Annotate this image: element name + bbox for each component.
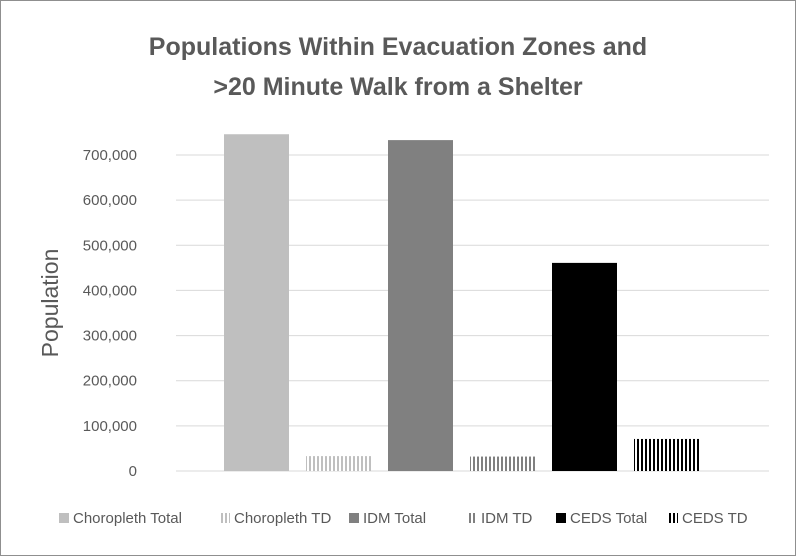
chart-title-line-1: Populations Within Evacuation Zones and bbox=[149, 33, 647, 61]
legend-swatch bbox=[220, 513, 230, 523]
bar-ceds-total bbox=[552, 262, 617, 471]
legend-label: Choropleth TD bbox=[234, 510, 331, 527]
bars bbox=[224, 134, 699, 472]
y-tick-labels: 0 100,000 200,000 300,000 400,000 500,000 600,… bbox=[83, 147, 137, 480]
bar-idm-total bbox=[388, 140, 453, 472]
bar-idm-td bbox=[470, 456, 535, 471]
y-tick-label: 700,000 bbox=[83, 147, 137, 164]
bar-choropleth-td bbox=[306, 456, 371, 471]
y-tick-label: 100,000 bbox=[83, 418, 137, 435]
legend-swatch bbox=[59, 513, 69, 523]
chart-title: Populations Within Evacuation Zones and … bbox=[149, 33, 647, 101]
y-tick-label: 600,000 bbox=[83, 192, 137, 209]
chart-title-line-2: >20 Minute Walk from a Shelter bbox=[213, 73, 583, 101]
legend-label: CEDS TD bbox=[682, 510, 748, 527]
legend: Choropleth Total Choropleth TD IDM Total ID… bbox=[59, 510, 748, 527]
legend-swatch bbox=[349, 513, 359, 523]
legend-swatch bbox=[668, 513, 678, 523]
legend-label: Choropleth Total bbox=[73, 510, 182, 527]
y-tick-label: 0 bbox=[129, 463, 137, 480]
y-tick-label: 300,000 bbox=[83, 328, 137, 345]
legend-label: CEDS Total bbox=[570, 510, 647, 527]
legend-swatch bbox=[467, 513, 477, 523]
bar-choropleth-total bbox=[224, 134, 289, 471]
legend-label: IDM TD bbox=[481, 510, 533, 527]
y-tick-label: 200,000 bbox=[83, 373, 137, 390]
y-axis-label: Population bbox=[37, 249, 63, 358]
y-tick-label: 400,000 bbox=[83, 282, 137, 299]
bar-ceds-td bbox=[634, 438, 699, 471]
y-tick-label: 500,000 bbox=[83, 237, 137, 254]
legend-label: IDM Total bbox=[363, 510, 426, 527]
legend-swatch bbox=[556, 513, 566, 523]
